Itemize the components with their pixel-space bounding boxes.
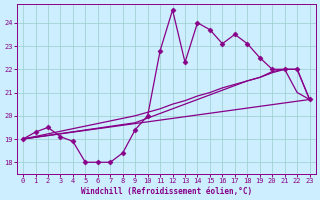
X-axis label: Windchill (Refroidissement éolien,°C): Windchill (Refroidissement éolien,°C)	[81, 187, 252, 196]
